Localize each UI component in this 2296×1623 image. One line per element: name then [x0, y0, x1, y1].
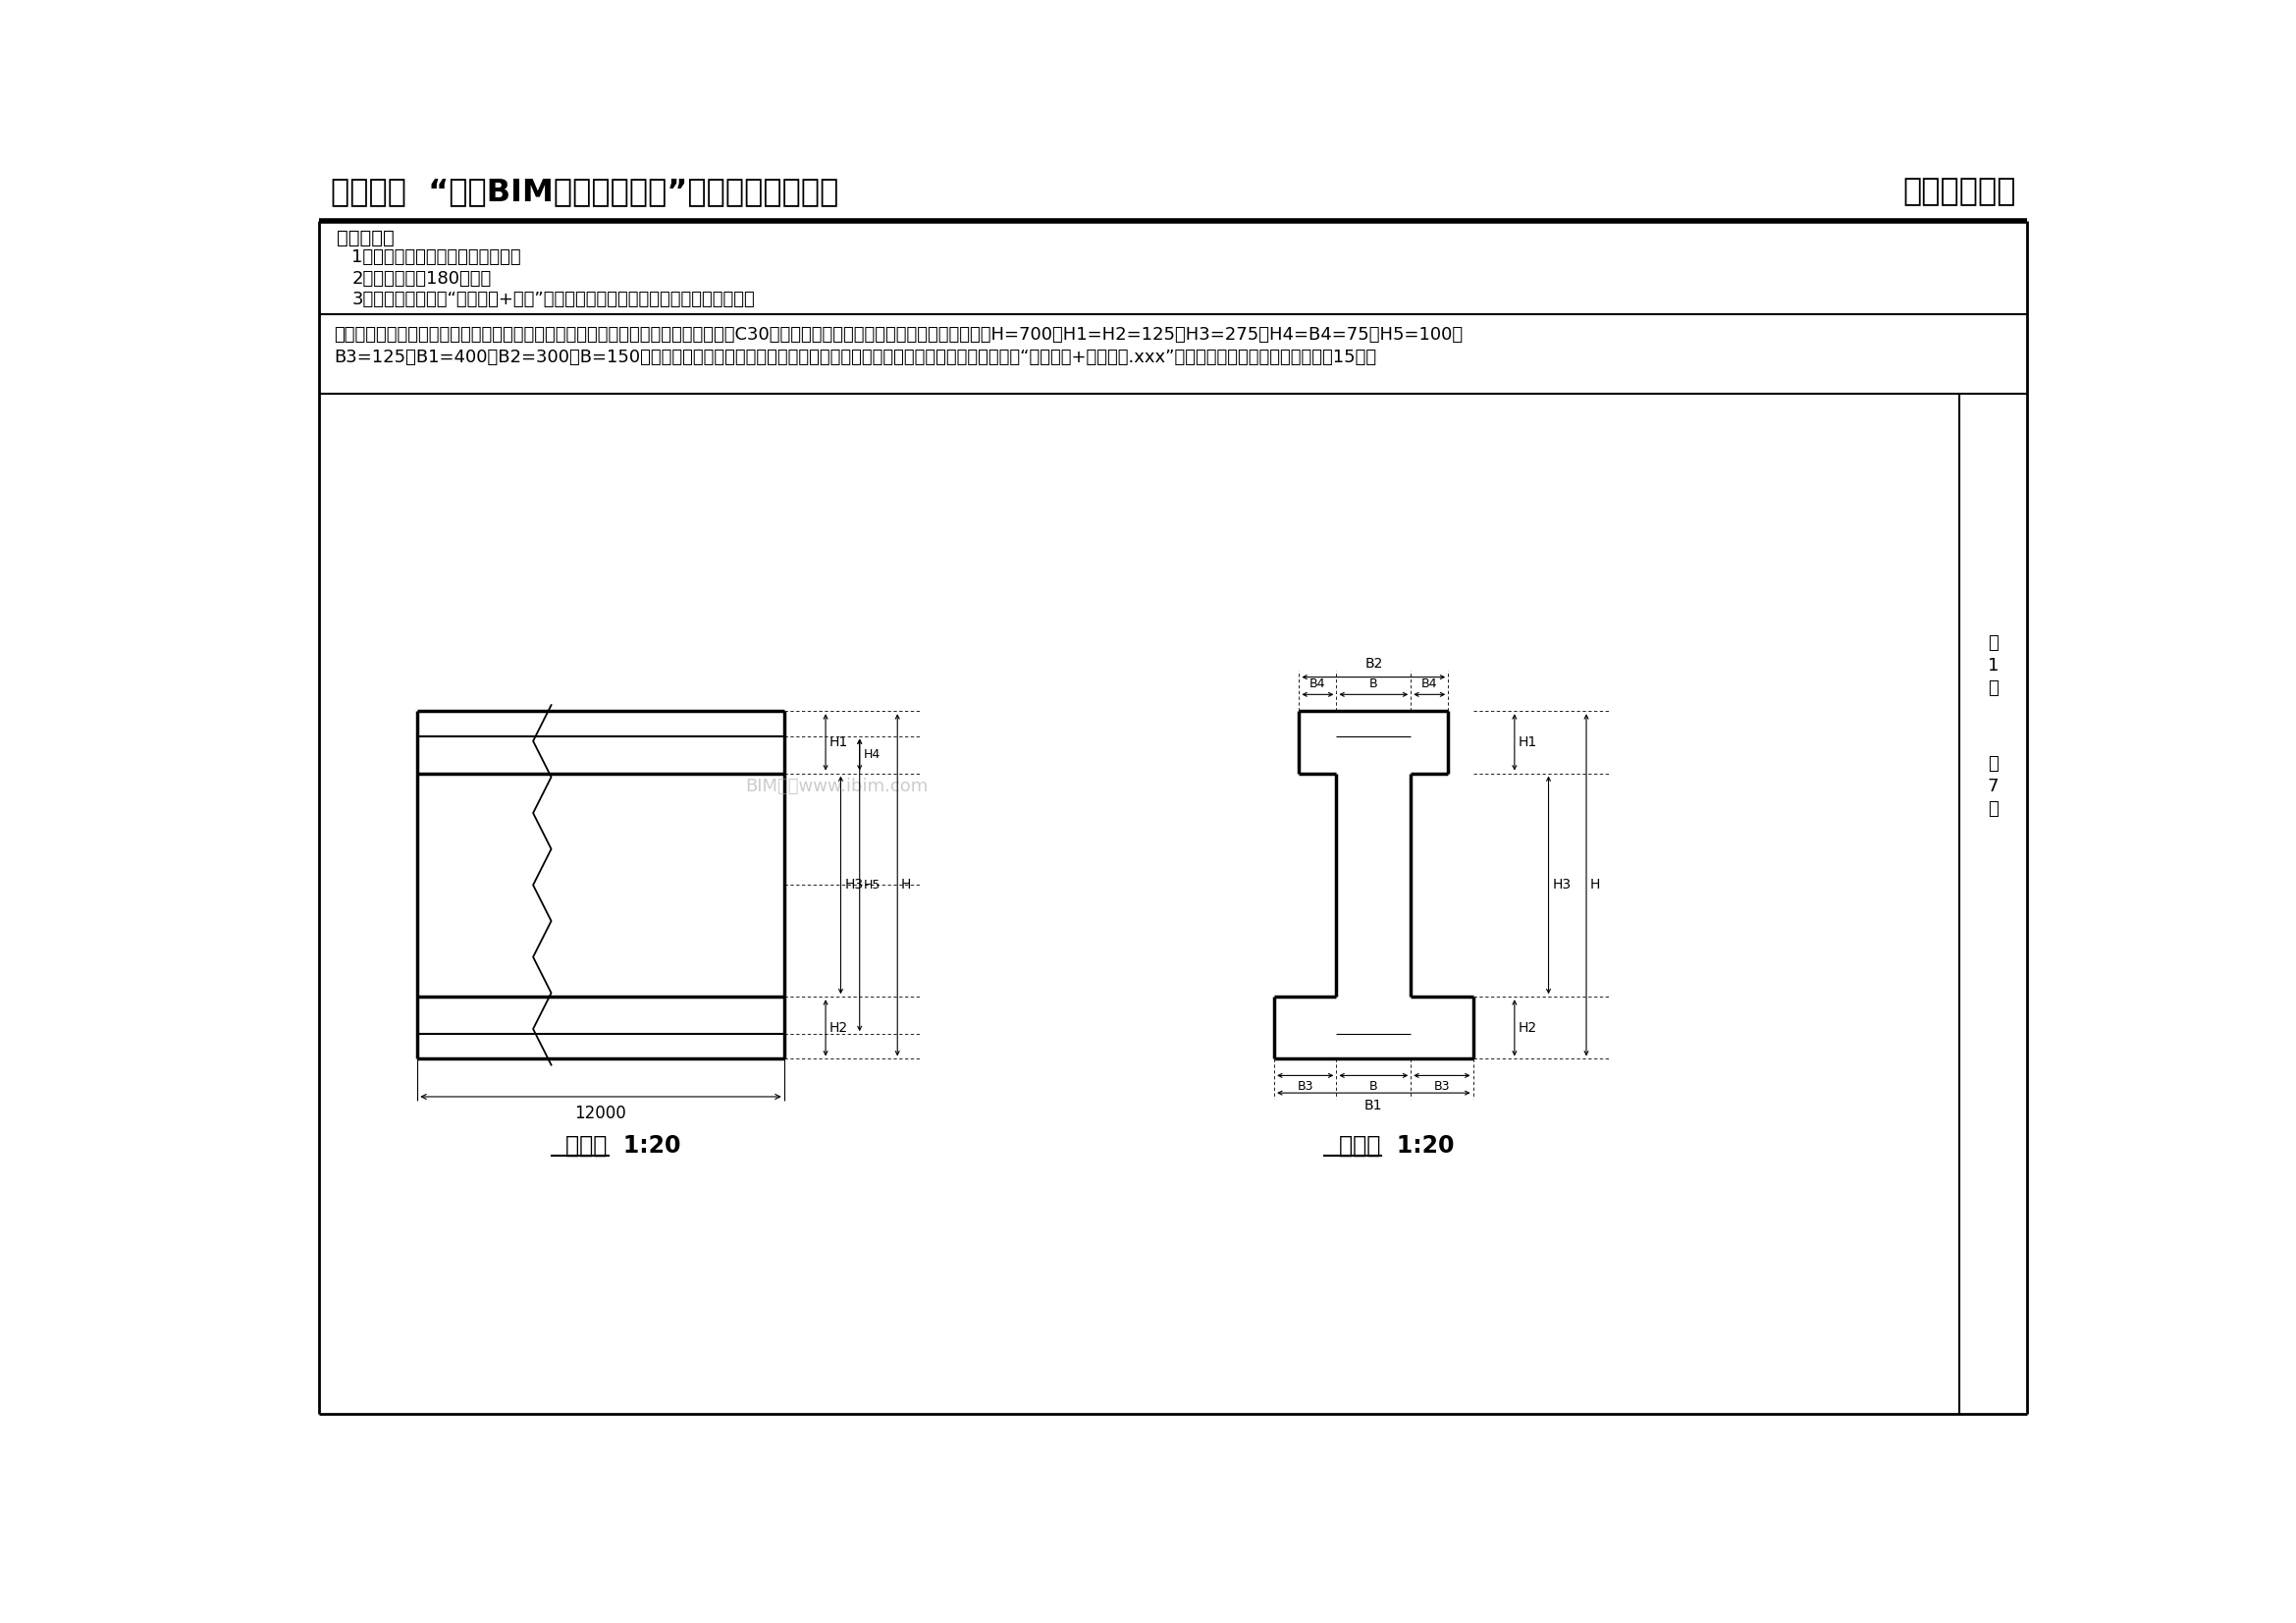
Text: 正视图  1:20: 正视图 1:20: [565, 1134, 682, 1157]
Text: H1: H1: [829, 735, 847, 750]
Text: 共: 共: [1988, 755, 1998, 773]
Text: 一、根据如下混凝土梁正视图与侧视图，建立混凝土梁构件参数化模板，混凝土强度取C30，并如图设置相应参数名称，各参数默认值为：H=700，H1=H2=125，H3: 一、根据如下混凝土梁正视图与侧视图，建立混凝土梁构件参数化模板，混凝土强度取C3…: [335, 326, 1463, 342]
Text: H3: H3: [845, 878, 863, 893]
Text: 第十二期  “全国BIM技能等级考试”二级（结构）试题: 第十二期 “全国BIM技能等级考试”二级（结构）试题: [331, 177, 838, 208]
Text: B2: B2: [1364, 657, 1382, 670]
Text: 侧视图  1:20: 侧视图 1:20: [1339, 1134, 1453, 1157]
Text: 3、新建文件夹，以“准考证号+姓名”命名，用于存放本次考试中生成的全部文件。: 3、新建文件夹，以“准考证号+姓名”命名，用于存放本次考试中生成的全部文件。: [351, 291, 755, 308]
Text: 12000: 12000: [574, 1104, 627, 1121]
Text: 1: 1: [1988, 657, 2000, 675]
Text: H: H: [1591, 878, 1600, 893]
Text: 7: 7: [1988, 777, 2000, 795]
Text: B4: B4: [1421, 677, 1437, 690]
Text: H: H: [902, 878, 912, 893]
Text: B3: B3: [1433, 1079, 1451, 1092]
Text: 中国图学学会: 中国图学学会: [1903, 177, 2016, 208]
Text: 考试要求：: 考试要求：: [338, 229, 395, 247]
Text: H4: H4: [863, 748, 879, 761]
Text: 2、考试时间：180分钟；: 2、考试时间：180分钟；: [351, 269, 491, 287]
Text: B4: B4: [1309, 677, 1325, 690]
Text: H2: H2: [1518, 1021, 1536, 1035]
Text: BIM考证www.ibim.com: BIM考证www.ibim.com: [746, 777, 928, 795]
Text: B: B: [1368, 677, 1378, 690]
Text: 第: 第: [1988, 635, 1998, 652]
Text: 页: 页: [1988, 800, 1998, 818]
Text: 1、考试方式：计算机操作，闭卷；: 1、考试方式：计算机操作，闭卷；: [351, 248, 521, 266]
Text: B3: B3: [1297, 1079, 1313, 1092]
Text: H2: H2: [829, 1021, 847, 1035]
Text: H5: H5: [863, 878, 879, 891]
Text: B1: B1: [1364, 1099, 1382, 1113]
Text: B3=125，B1=400，B2=300，B=150，同时应对各参数进行约束，确保细部参数数总和等于总体尺寸参数。请将模型以“混凝土梁+考生姓名.xxx”为文件: B3=125，B1=400，B2=300，B=150，同时应对各参数进行约束，确…: [335, 349, 1378, 365]
Text: B: B: [1368, 1079, 1378, 1092]
Text: H1: H1: [1518, 735, 1538, 750]
Text: 页: 页: [1988, 680, 1998, 698]
Text: H3: H3: [1552, 878, 1570, 893]
